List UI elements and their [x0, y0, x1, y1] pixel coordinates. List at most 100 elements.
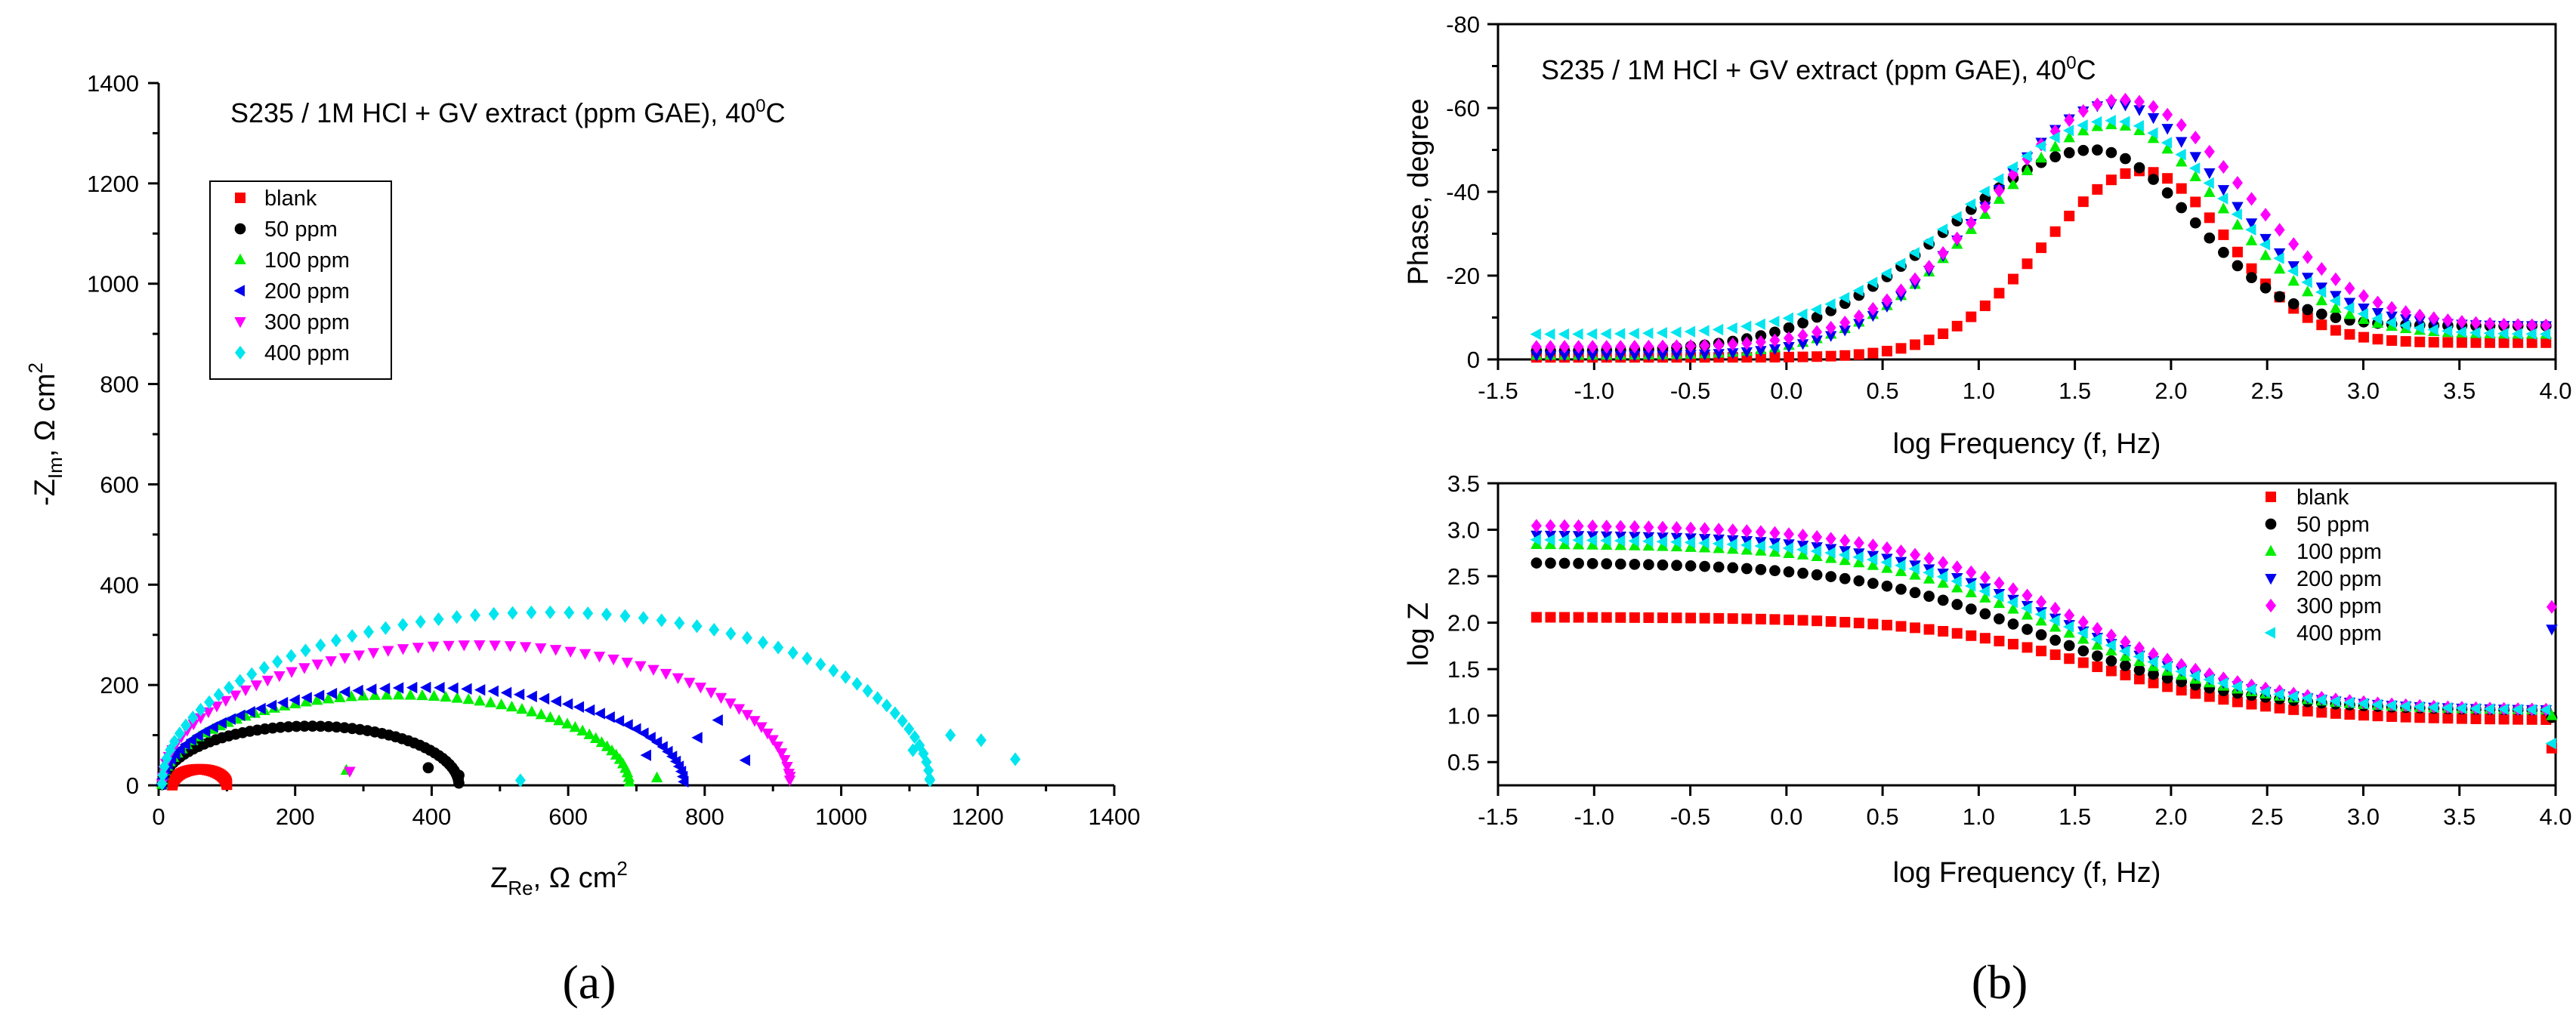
data-point: [2161, 124, 2173, 135]
data-point: [451, 692, 463, 703]
data-point: [2006, 596, 2018, 609]
data-point: [2329, 294, 2340, 307]
data-point: [550, 695, 561, 708]
y-tick-label: 0.5: [1447, 749, 1480, 776]
data-point: [1558, 557, 1571, 569]
data-point: [2133, 124, 2145, 135]
data-point: [2357, 698, 2368, 710]
data-point: [2062, 621, 2074, 633]
data-point: [1643, 339, 1654, 354]
series-400-ppm: [1530, 114, 2551, 341]
data-point: [1866, 276, 1878, 288]
data-point: [1838, 549, 1850, 561]
data-point: [1614, 535, 1626, 547]
data-point: [474, 683, 486, 696]
data-point: [1713, 534, 1725, 546]
data-point: [2260, 701, 2272, 712]
data-point: [2190, 131, 2201, 145]
data-point: [2090, 116, 2102, 128]
data-point: [1587, 612, 1598, 623]
data-point: [1699, 522, 1710, 536]
data-point: [1657, 339, 1668, 353]
y-tick-label: 2.5: [1447, 563, 1480, 590]
data-point: [897, 714, 908, 728]
data-point: [1769, 526, 1781, 540]
data-point: [767, 735, 779, 746]
data-point: [601, 740, 613, 751]
legend-marker-300-ppm: [234, 317, 246, 328]
data-point: [1923, 572, 1935, 584]
data-point: [1936, 571, 1948, 583]
data-point: [2162, 107, 2173, 122]
data-point: [2413, 322, 2425, 334]
data-point: [428, 689, 440, 701]
data-point: [1867, 347, 1879, 359]
data-point: [174, 726, 185, 741]
data-point: [1657, 559, 1669, 571]
data-point: [2330, 301, 2342, 313]
data-point: [2119, 116, 2130, 128]
x-tick-label: -1.0: [1574, 378, 1614, 404]
data-point: [1853, 618, 1864, 629]
data-point: [2063, 627, 2075, 638]
data-point: [1544, 534, 1555, 546]
data-point: [622, 719, 633, 731]
data-point: [1966, 565, 1977, 579]
data-point: [2148, 100, 2159, 114]
data-point: [1923, 624, 1935, 635]
data-point: [755, 722, 768, 733]
data-point: [684, 677, 696, 689]
data-point: [2175, 149, 2186, 161]
legend-label-300-ppm: 300 ppm: [264, 310, 350, 335]
data-point: [815, 657, 826, 671]
data-point: [2273, 688, 2284, 701]
data-point: [694, 683, 707, 694]
data-point: [1559, 519, 1571, 533]
data-point: [422, 762, 434, 774]
data-point: [2036, 242, 2047, 254]
legend-marker-400-ppm: [235, 345, 246, 360]
data-point: [470, 608, 481, 622]
data-point: [2091, 650, 2103, 662]
data-point: [2217, 202, 2230, 214]
data-point: [1853, 556, 1865, 568]
y-axis-label: -ZIm, Ω cm2: [24, 362, 66, 506]
data-point: [2105, 174, 2117, 186]
data-point: [2204, 232, 2216, 244]
y-tick-label: 1400: [87, 70, 139, 97]
chart-title: S235 / 1M HCl + GV extract (ppm GAE), 40…: [1541, 53, 2096, 85]
data-point: [1740, 535, 1753, 547]
data-point: [239, 685, 252, 697]
x-tick-label: 3.5: [2443, 803, 2476, 830]
data-point: [1951, 320, 1963, 331]
data-point: [1895, 283, 1907, 298]
data-point: [1853, 349, 1864, 360]
x-tick-label: 0: [152, 803, 165, 830]
data-point: [2036, 595, 2047, 609]
data-point: [2315, 294, 2328, 306]
data-point: [2470, 713, 2482, 724]
data-point: [553, 714, 565, 726]
data-point: [2232, 246, 2243, 257]
data-point: [2344, 709, 2355, 720]
y-tick-label: 2.0: [1447, 610, 1480, 637]
data-point: [2540, 318, 2552, 333]
legend-label-100-ppm: 100 ppm: [264, 248, 350, 273]
data-point: [2316, 262, 2327, 276]
data-point: [1727, 543, 1739, 554]
data-point: [1642, 327, 1654, 339]
data-point: [1784, 331, 1794, 345]
data-point: [1853, 319, 1865, 330]
data-point: [2204, 691, 2215, 702]
data-point: [1685, 350, 1697, 361]
data-point: [2035, 615, 2047, 626]
data-point: [520, 642, 532, 653]
data-point: [1685, 541, 1697, 552]
data-point: [2287, 275, 2300, 286]
data-point: [1699, 560, 1710, 572]
data-point: [2064, 113, 2075, 128]
data-point: [1895, 621, 1907, 632]
y-tick-label: 1000: [87, 271, 139, 298]
data-point: [2021, 164, 2034, 175]
